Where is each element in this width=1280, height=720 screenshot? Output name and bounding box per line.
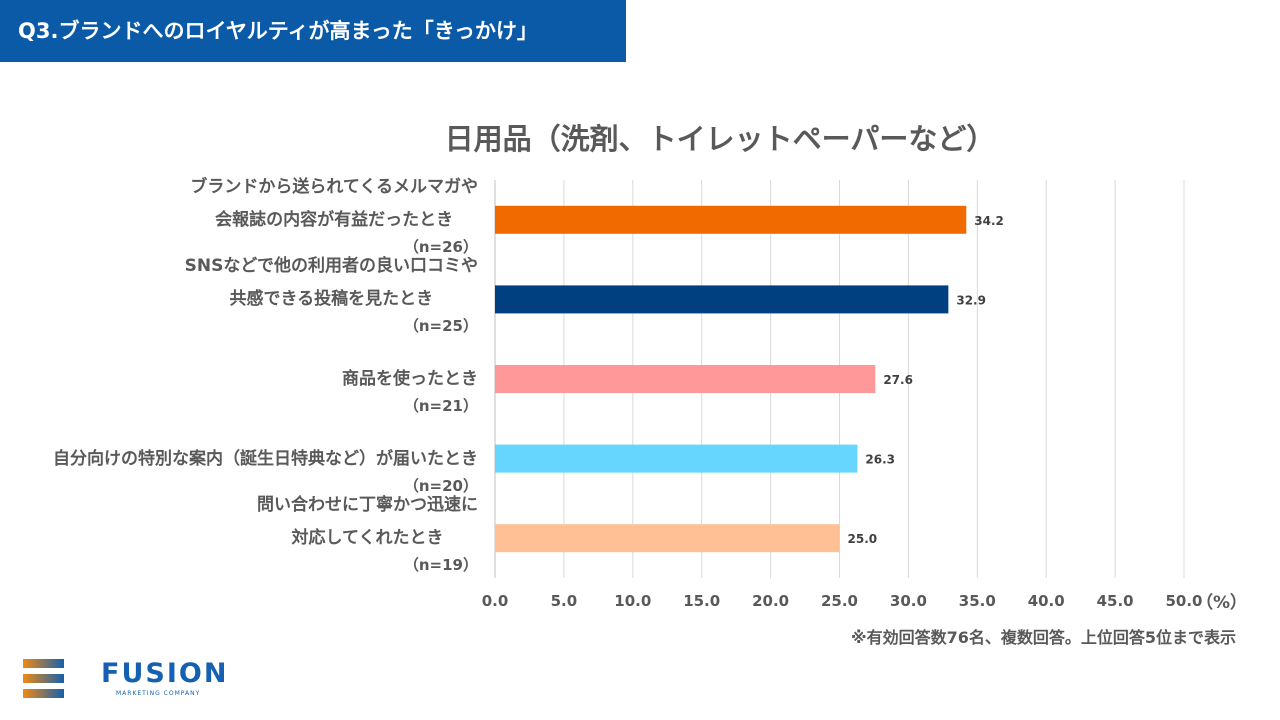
sample-size: （n=25）	[403, 317, 478, 336]
bar	[495, 444, 858, 473]
logo-stripe	[23, 689, 64, 698]
x-tick-label: 40.0	[1028, 592, 1065, 610]
sample-size: （n=26）	[403, 237, 478, 256]
page-header: Q3.ブランドへのロイヤルティが高まった「きっかけ」	[0, 0, 626, 62]
category-label: 商品を使ったとき （n=21）	[342, 363, 478, 416]
logo-name: FUSION	[101, 658, 229, 689]
sample-size: （n=19）	[403, 556, 478, 575]
bar	[495, 285, 949, 314]
category-label: 問い合わせに丁寧かつ迅速に 対応してくれたとき （n=19）	[257, 489, 478, 575]
x-tick-label: 30.0	[890, 592, 927, 610]
category-label-line: 対応してくれたとき	[291, 528, 444, 549]
category-label: 自分向けの特別な案内（誕生日特典など）が届いたとき （n=20）	[53, 443, 478, 496]
category-label-line: ブランドから送られてくるメルマガや	[190, 176, 478, 197]
chart-title: 日用品（洗剤、トイレットペーパーなど）	[444, 122, 996, 156]
x-tick-label: 45.0	[1097, 592, 1134, 610]
header-title: Q3.ブランドへのロイヤルティが高まった「きっかけ」	[18, 19, 538, 43]
bar	[495, 365, 876, 393]
bar	[495, 205, 967, 234]
logo-stripe	[23, 674, 64, 683]
x-tick-label: 35.0	[959, 592, 996, 610]
logo-stripe	[23, 659, 64, 668]
footnote: ※有効回答数76名、複数回答。上位回答5位まで表示	[851, 628, 1236, 647]
data-label: 32.9	[956, 293, 986, 307]
data-label: 26.3	[865, 453, 895, 467]
sample-size: （n=21）	[403, 397, 478, 415]
sample-size: （n=20）	[403, 476, 478, 495]
data-label: 25.0	[848, 532, 878, 546]
x-tick-label: 20.0	[752, 592, 789, 610]
category-label-line: 問い合わせに丁寧かつ迅速に	[257, 495, 478, 516]
x-tick-label: 5.0	[551, 592, 578, 610]
data-label: 34.2	[974, 214, 1004, 228]
category-label-line: 会報誌の内容が有益だったとき	[215, 209, 454, 230]
category-label-line: 商品を使ったとき	[342, 369, 478, 389]
category-label-line: 自分向けの特別な案内（誕生日特典など）が届いたとき	[53, 448, 478, 469]
x-tick-label: 15.0	[683, 592, 720, 610]
category-label: SNSなどで他の利用者の良い口コミや 共感できる投稿を見たとき （n=25）	[185, 250, 478, 336]
x-tick-label: 25.0	[821, 592, 858, 610]
bar	[495, 524, 840, 553]
x-axis-unit: （%）	[1196, 593, 1248, 613]
logo-subtitle: MARKETING COMPANY	[116, 690, 201, 697]
category-label-line: SNSなどで他の利用者の良い口コミや	[184, 256, 478, 277]
x-tick-label: 10.0	[614, 592, 651, 610]
category-label: ブランドから送られてくるメルマガや 会報誌の内容が有益だったとき （n=26）	[190, 171, 478, 257]
category-label-line: 共感できる投稿を見たとき	[229, 289, 434, 310]
x-tick-label: 0.0	[482, 592, 509, 610]
x-tick-label: 50.0	[1165, 592, 1202, 610]
data-label: 27.6	[883, 373, 913, 387]
